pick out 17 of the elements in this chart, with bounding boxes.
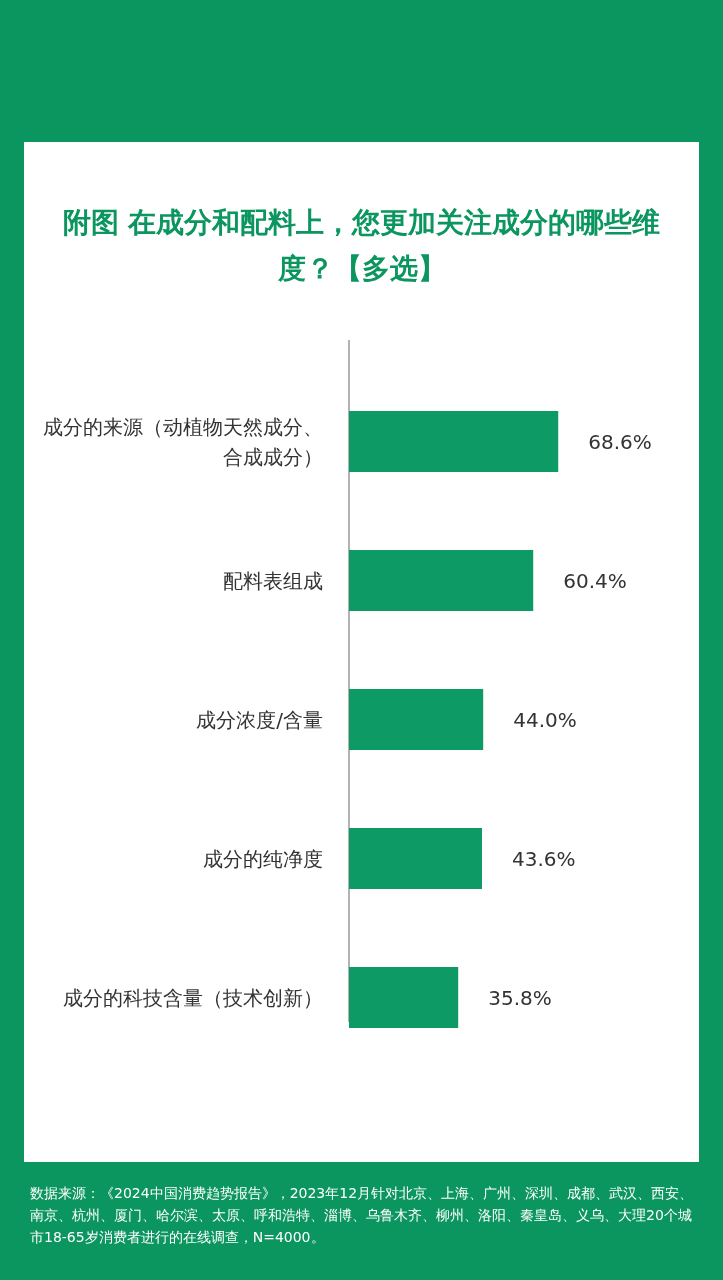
y-tick-label: 配料表组成	[222, 567, 323, 595]
y-tick-label: 成分浓度/含量	[195, 706, 323, 734]
bar	[349, 967, 459, 1028]
y-tick-label: 成分的来源（动植物天然成分、合成成分）	[43, 413, 323, 471]
data-label: 35.8%	[488, 985, 552, 1010]
data-label: 43.6%	[511, 846, 576, 871]
y-tick-label: 成分的科技含量（技术创新）	[62, 984, 323, 1012]
chart-title: 附图 在成分和配料上，您更加关注成分的哪些维度？【多选】	[61, 205, 662, 287]
data-label: 68.6%	[588, 429, 652, 454]
bar	[349, 411, 559, 472]
bar	[349, 550, 534, 611]
bar	[349, 689, 484, 750]
data-label: 60.4%	[563, 568, 627, 593]
source-note: 数据来源：《2024中国消费趋势报告》，2023年12月针对北京、上海、广州、深圳、成都、武汉、西安、南京、杭州、厦门、哈尔滨、太原、呼和浩特、淄博、乌鲁木齐、柳州、洛阳、秦皇岛、义乌、大理20个城市18-65岁消费者进行的在线调查，N=4000。	[30, 1184, 695, 1247]
bar	[349, 828, 482, 889]
data-label: 44.0%	[513, 707, 577, 732]
y-tick-label: 成分的纯净度	[202, 845, 323, 873]
